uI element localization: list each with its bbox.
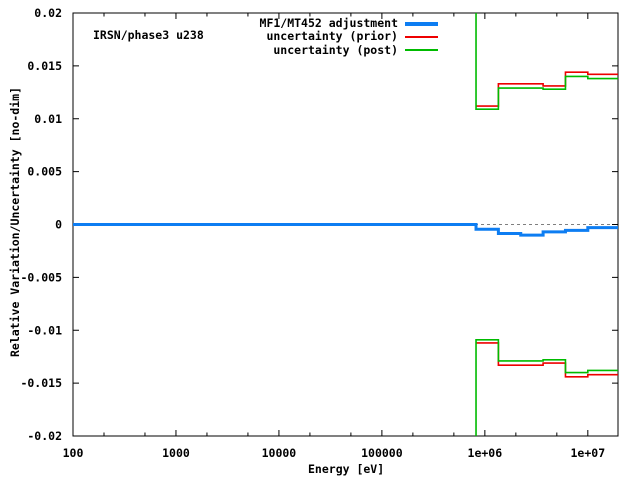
legend-item-uncertainty-post: uncertainty (post) — [240, 42, 438, 57]
legend-item-uncertainty-prior: uncertainty (prior) — [240, 30, 438, 43]
series-line-uncertainty-post- — [475, 13, 618, 111]
y-tick-label: -0.005 — [20, 270, 62, 284]
y-tick-label: -0.01 — [27, 323, 62, 337]
x-tick-label: 1e+07 — [571, 446, 606, 460]
legend: MF1/MT452 adjustment uncertainty (prior)… — [240, 17, 438, 57]
x-tick-label: 100 — [63, 446, 84, 460]
y-axis-label: Relative Variation/Uncertainty [no-dim] — [8, 86, 22, 358]
legend-item-label: uncertainty (post) — [273, 42, 398, 57]
x-tick-label: 10000 — [262, 446, 297, 460]
chart-title: IRSN/phase3 u238 — [93, 28, 204, 42]
y-tick-label: -0.015 — [20, 376, 62, 390]
x-tick-label: 1e+06 — [468, 446, 503, 460]
x-tick-label: 100000 — [361, 446, 403, 460]
legend-line-sample-prior — [405, 35, 438, 38]
y-tick-label: 0.015 — [27, 59, 62, 73]
y-tick-label: 0.02 — [34, 6, 62, 20]
x-tick-label: 1000 — [162, 446, 190, 460]
legend-line-sample-post — [405, 49, 438, 52]
legend-line-sample-adjustment — [405, 21, 438, 26]
y-tick-label: 0 — [55, 218, 62, 232]
legend-item-adjustment: MF1/MT452 adjustment — [240, 17, 438, 30]
y-tick-label: 0.005 — [27, 165, 62, 179]
y-tick-label: -0.02 — [27, 429, 62, 443]
series-line-mirror-uncertainty-post- — [475, 338, 618, 436]
series-line-mf1-mt452-adjustment — [73, 223, 618, 237]
y-tick-label: 0.01 — [34, 112, 62, 126]
x-axis-label: Energy [eV] — [308, 462, 385, 476]
legend-item-label: MF1/MT452 adjustment — [259, 16, 398, 31]
legend-item-label: uncertainty (prior) — [266, 29, 398, 44]
